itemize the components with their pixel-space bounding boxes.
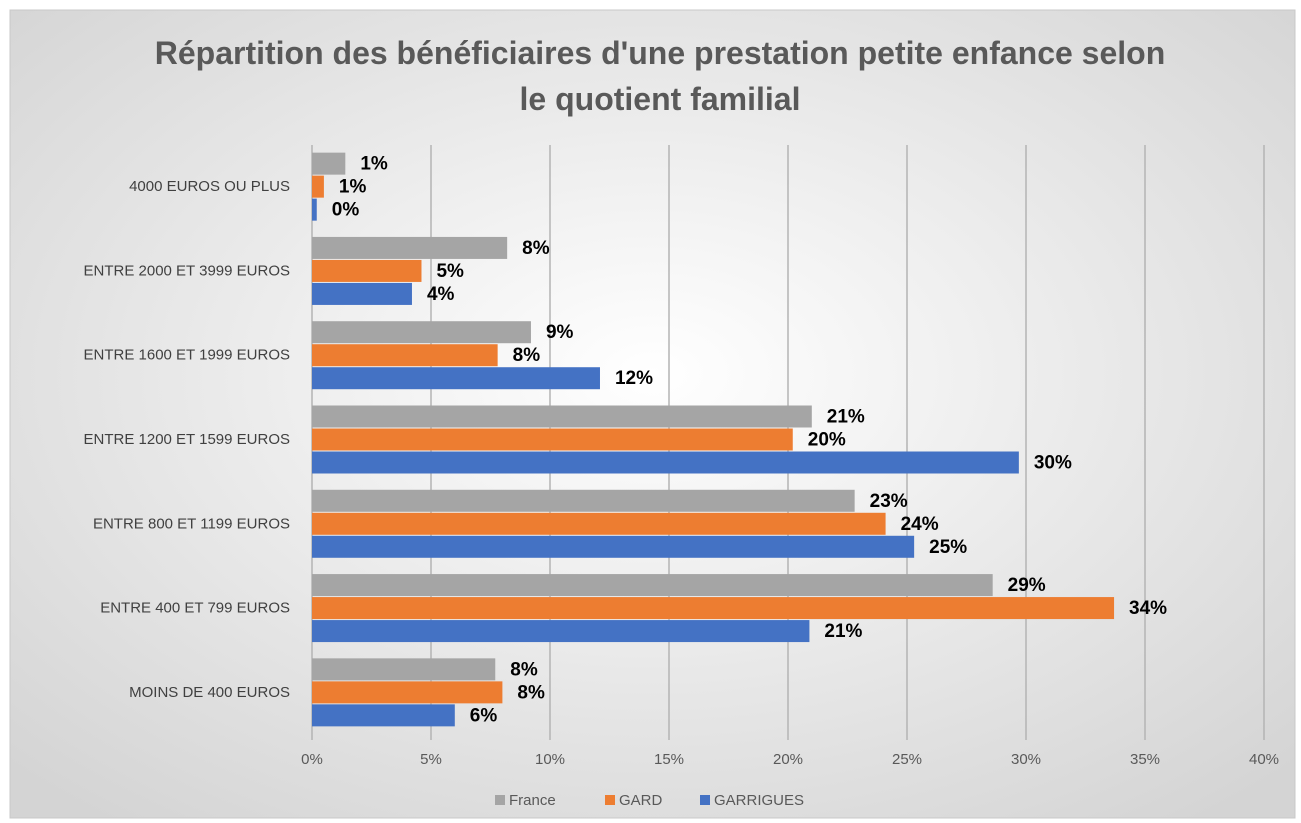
data-label: 9% (546, 322, 574, 343)
chart-title: Répartition des bénéficiaires d'une pres… (154, 35, 1166, 117)
x-tick-label: 25% (892, 751, 922, 768)
data-label: 8% (522, 238, 550, 259)
legend-swatch (700, 795, 710, 805)
bar (312, 574, 993, 597)
bar (312, 704, 455, 727)
data-label: 12% (615, 368, 653, 389)
bar (312, 451, 1019, 474)
data-label: 5% (436, 261, 464, 282)
y-tick-label: MOINS DE 400 EUROS (129, 684, 290, 701)
legend-label: France (509, 792, 556, 809)
legend-label: GARRIGUES (714, 792, 804, 809)
bar (312, 658, 496, 681)
y-tick-label: ENTRE 1200 ET 1599 EUROS (84, 431, 290, 448)
bar (312, 489, 855, 512)
data-label: 24% (901, 514, 939, 535)
data-label: 21% (824, 621, 862, 642)
y-tick-label: ENTRE 2000 ET 3999 EUROS (84, 262, 290, 279)
data-label: 30% (1034, 453, 1072, 474)
bar (312, 344, 498, 367)
bar (312, 535, 915, 558)
data-label: 8% (513, 345, 541, 366)
bar (312, 367, 600, 390)
x-tick-label: 0% (301, 751, 323, 768)
data-label: 8% (510, 659, 538, 680)
bar (312, 597, 1115, 620)
data-label: 8% (517, 682, 545, 703)
bar (312, 236, 508, 259)
bar (312, 681, 503, 704)
bar (312, 620, 810, 643)
y-tick-label: ENTRE 400 ET 799 EUROS (100, 600, 290, 617)
x-tick-label: 5% (420, 751, 442, 768)
legend-label: GARD (619, 792, 663, 809)
data-label: 1% (339, 177, 367, 198)
legend-swatch (605, 795, 615, 805)
bar (312, 428, 793, 451)
bar (312, 321, 531, 344)
data-label: 21% (827, 407, 865, 428)
x-tick-label: 15% (654, 751, 684, 768)
data-label: 25% (929, 537, 967, 558)
y-tick-label: ENTRE 1600 ET 1999 EUROS (84, 347, 290, 364)
bar (312, 282, 412, 305)
y-tick-label: 4000 EUROS OU PLUS (129, 178, 290, 195)
legend-swatch (495, 795, 505, 805)
bar (312, 405, 812, 428)
data-label: 23% (870, 491, 908, 512)
x-tick-label: 10% (535, 751, 565, 768)
bar (312, 152, 346, 175)
data-label: 29% (1008, 575, 1046, 596)
x-tick-label: 40% (1249, 751, 1279, 768)
data-label: 1% (360, 154, 388, 175)
data-label: 6% (470, 705, 498, 726)
bar (312, 259, 422, 282)
x-tick-label: 30% (1011, 751, 1041, 768)
data-label: 20% (808, 430, 846, 451)
bar (312, 198, 317, 221)
x-tick-label: 35% (1130, 751, 1160, 768)
x-tick-label: 20% (773, 751, 803, 768)
data-label: 0% (332, 200, 360, 221)
data-label: 4% (427, 284, 455, 305)
y-tick-label: ENTRE 800 ET 1199 EUROS (93, 515, 290, 532)
bar (312, 512, 886, 535)
bar (312, 175, 324, 198)
data-label: 34% (1129, 598, 1167, 619)
